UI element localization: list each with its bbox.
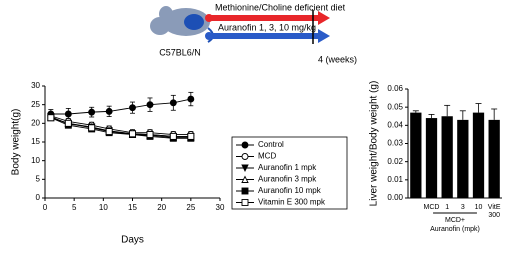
- y-tick-label: 0.00: [387, 193, 403, 202]
- legend-label: Control: [258, 140, 284, 149]
- marker: [129, 130, 136, 138]
- legend-marker: [241, 187, 249, 195]
- marker: [88, 124, 96, 132]
- bar: [410, 112, 422, 198]
- legend-label: Auranofin 3 mpk: [258, 175, 317, 184]
- y-tick-label: 10: [31, 156, 40, 165]
- marker: [146, 101, 154, 109]
- treatment-arrow-start: [205, 32, 213, 40]
- y-tick-label: 0.05: [387, 102, 403, 111]
- x-tick-label: 15: [128, 203, 137, 212]
- y-tick-label: 5: [36, 174, 41, 183]
- x-tick-label: 30: [216, 203, 225, 212]
- legend-marker: [241, 164, 249, 173]
- y-tick-label: 0.04: [387, 120, 403, 129]
- diet-label: Methionine/Choline deficient diet: [215, 2, 346, 12]
- bar: [441, 116, 453, 198]
- strain-label: C57BL6/N: [159, 47, 201, 57]
- marker: [187, 95, 195, 103]
- bar: [488, 119, 500, 198]
- x-tick-label: 25: [186, 203, 195, 212]
- legend-marker: [241, 141, 249, 149]
- y-axis-label: Body weight(g): [11, 109, 22, 176]
- series-line: [50, 98, 191, 115]
- treatment-arrow-head: [318, 29, 330, 43]
- marker: [146, 131, 154, 138]
- x-tick-label: 0: [43, 203, 48, 212]
- y-tick-label: 0.06: [387, 84, 403, 93]
- series-line: [50, 117, 191, 137]
- x-tick-label: 3: [461, 204, 465, 211]
- marker: [169, 99, 177, 107]
- x-tick-label: 10: [475, 204, 483, 211]
- marker: [88, 108, 96, 116]
- mouse-icon: [150, 6, 214, 43]
- marker: [47, 114, 55, 122]
- marker: [64, 110, 72, 118]
- bar: [425, 118, 438, 198]
- diet-arrow-head: [318, 11, 330, 25]
- legend-label: Vitamin E 300 mpk: [258, 198, 326, 207]
- x-tick-label: 20: [157, 203, 166, 212]
- series-line: [50, 117, 191, 139]
- legend-marker: [241, 199, 249, 206]
- axes: [407, 89, 502, 199]
- legend-marker: [241, 175, 249, 183]
- series-line: [50, 115, 191, 135]
- x-tick-label: VitE 300: [488, 204, 501, 219]
- y-tick-label: 20: [31, 118, 40, 127]
- marker: [187, 132, 195, 140]
- marker: [169, 132, 177, 140]
- y-tick-label: 0.01: [387, 175, 403, 184]
- marker: [105, 128, 113, 135]
- legend-box: [231, 136, 348, 210]
- diet-arrow-start: [205, 14, 213, 22]
- y-tick-label: 0.02: [387, 157, 403, 166]
- y-tick-label: 0.03: [387, 139, 403, 148]
- x-tick-label: 5: [72, 203, 77, 212]
- y-axis-label: Liver weight/Body weight (g): [369, 81, 380, 207]
- legend-label: Auranofin 10 mpk: [258, 186, 322, 195]
- y-tick-label: 15: [31, 137, 40, 146]
- x-tick-label: 1: [445, 204, 449, 211]
- group-label: MCD+: [445, 217, 465, 224]
- y-tick-label: 0: [36, 193, 41, 202]
- legend-marker: [241, 153, 249, 160]
- x-tick-label: 10: [99, 203, 108, 212]
- bar: [472, 112, 485, 198]
- legend-label: MCD: [258, 152, 276, 161]
- group-sublabel: Auranofin (mpk): [430, 226, 480, 233]
- y-tick-label: 25: [31, 100, 40, 109]
- treatment-label: Auranofin 1, 3, 10 mg/kg: [218, 22, 316, 32]
- marker: [129, 104, 136, 112]
- y-tick-label: 30: [31, 81, 40, 90]
- marker: [64, 119, 72, 127]
- endpoint-label: 4 (weeks): [318, 54, 357, 64]
- marker: [105, 107, 113, 115]
- legend-label: Auranofin 1 mpk: [258, 163, 317, 172]
- x-axis-label: Days: [121, 235, 144, 246]
- x-tick-label: MCD: [424, 204, 440, 211]
- bar: [457, 119, 469, 198]
